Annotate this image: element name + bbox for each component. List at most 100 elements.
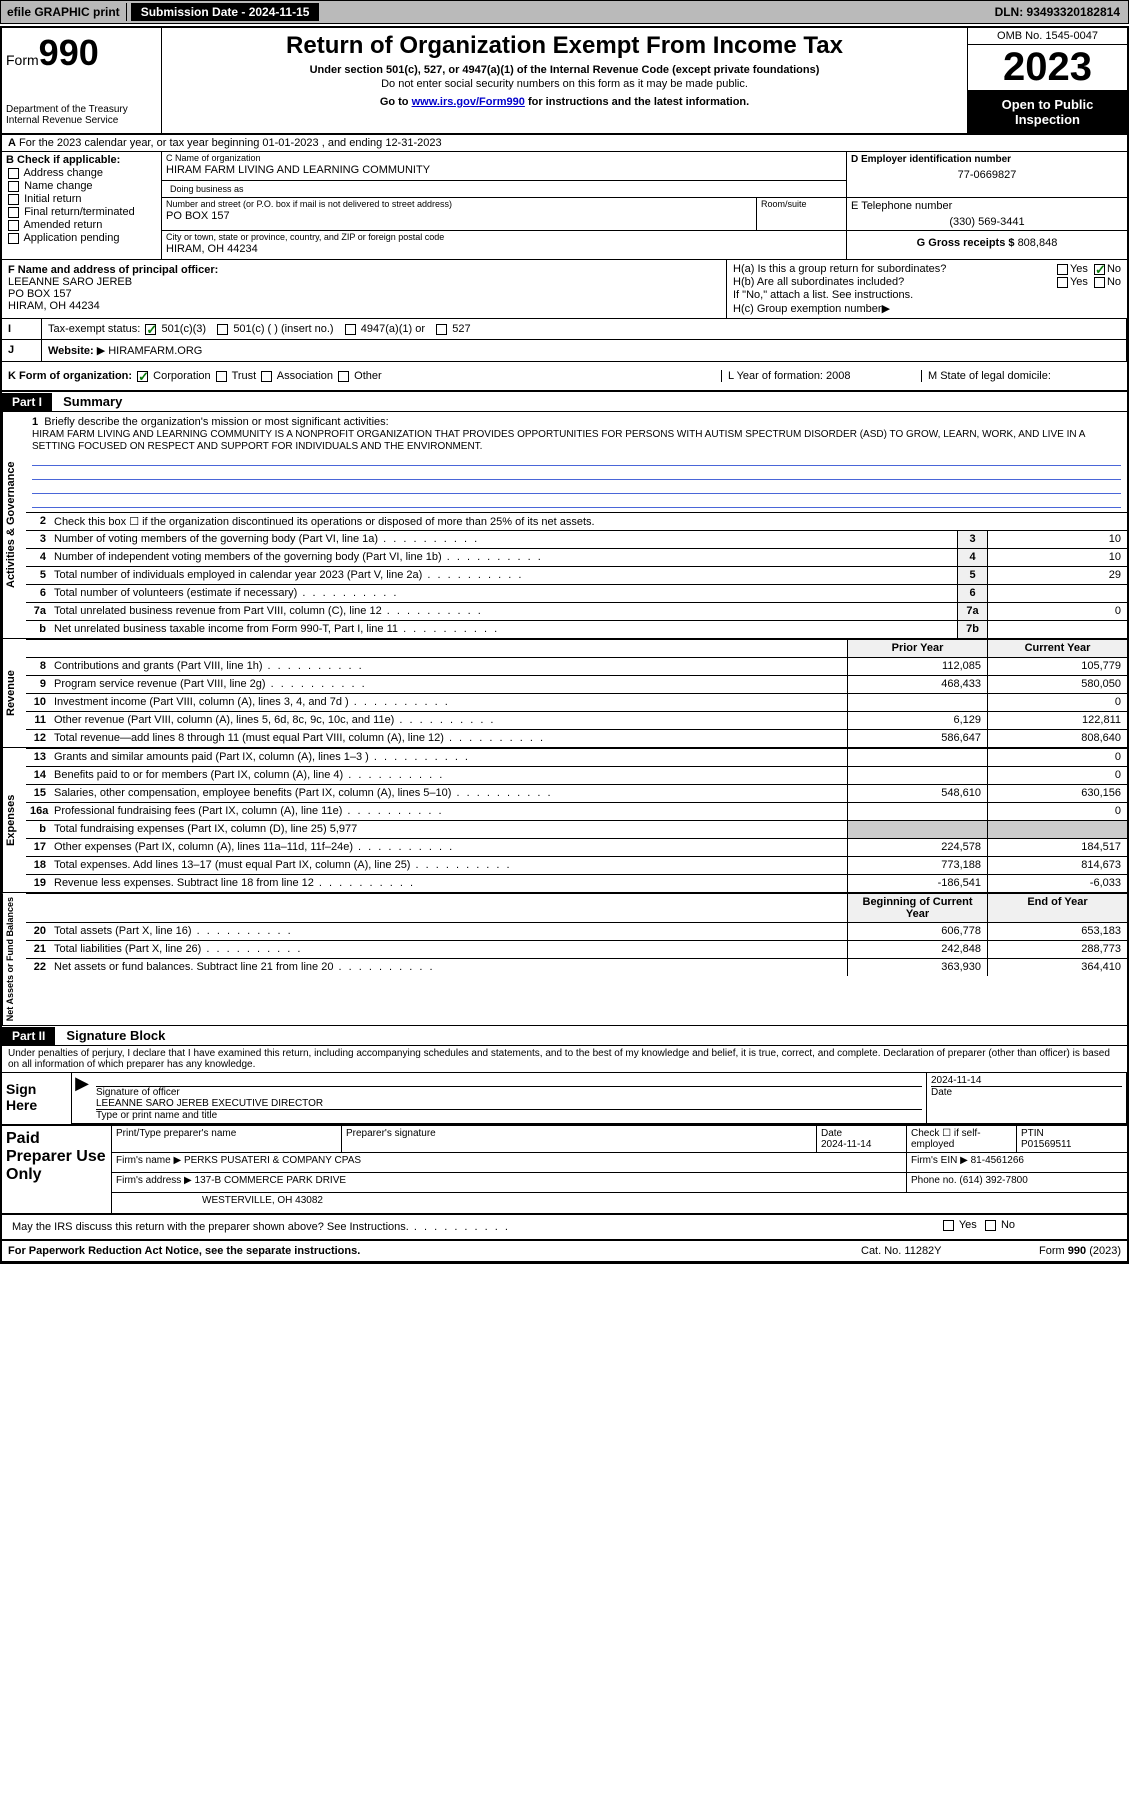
- col-h: H(a) Is this a group return for subordin…: [727, 260, 1127, 318]
- mission-block: 1 Briefly describe the organization's mi…: [26, 412, 1127, 512]
- chk-pending[interactable]: Application pending: [6, 232, 157, 244]
- state-domicile: M State of legal domicile:: [921, 370, 1121, 382]
- part1-title: Summary: [55, 392, 130, 411]
- chk-other[interactable]: [338, 371, 349, 382]
- tax-year: 2023: [968, 45, 1127, 91]
- mission-label: Briefly describe the organization's miss…: [44, 416, 388, 428]
- chk-final[interactable]: Final return/terminated: [6, 206, 157, 218]
- cat-no: Cat. No. 11282Y: [861, 1245, 981, 1257]
- firm-label: Firm's name: [116, 1155, 173, 1166]
- data-row: 17Other expenses (Part IX, column (A), l…: [26, 838, 1127, 856]
- part2-title: Signature Block: [58, 1026, 173, 1045]
- gov-row: bNet unrelated business taxable income f…: [26, 620, 1127, 638]
- firm-ph: (614) 392-7800: [959, 1175, 1027, 1186]
- form-num: 990: [39, 32, 99, 73]
- form-number: Form990: [6, 32, 157, 74]
- end-year-label: End of Year: [987, 894, 1127, 922]
- data-row: 16aProfessional fundraising fees (Part I…: [26, 802, 1127, 820]
- rev-header: Prior Year Current Year: [26, 639, 1127, 657]
- vtab-expenses: Expenses: [2, 748, 26, 892]
- addr-label: Number and street (or P.O. box if mail i…: [162, 198, 756, 210]
- tel: (330) 569-3441: [851, 216, 1123, 228]
- omb-number: OMB No. 1545-0047: [968, 28, 1127, 45]
- gov-row: 3Number of voting members of the governi…: [26, 530, 1127, 548]
- gov-row: 5Total number of individuals employed in…: [26, 566, 1127, 584]
- sig-label: Signature of officer: [96, 1087, 180, 1098]
- chk-name[interactable]: Name change: [6, 180, 157, 192]
- discuss-text: May the IRS discuss this return with the…: [8, 1219, 941, 1235]
- mission-text: HIRAM FARM LIVING AND LEARNING COMMUNITY…: [32, 429, 1085, 452]
- data-row: 18Total expenses. Add lines 13–17 (must …: [26, 856, 1127, 874]
- submission-date-btn[interactable]: Submission Date - 2024-11-15: [131, 3, 320, 21]
- net-header: Beginning of Current Year End of Year: [26, 893, 1127, 922]
- vtab-revenue: Revenue: [2, 639, 26, 747]
- chk-4947[interactable]: [345, 324, 356, 335]
- part2-header: Part II Signature Block: [2, 1026, 1127, 1046]
- line2-text: Check this box ☐ if the organization dis…: [50, 513, 1127, 530]
- data-row: 8Contributions and grants (Part VIII, li…: [26, 657, 1127, 675]
- goto-link[interactable]: www.irs.gov/Form990: [412, 96, 525, 108]
- gross: 808,848: [1018, 237, 1058, 249]
- tel-label: E Telephone number: [851, 200, 1123, 212]
- mission-num: 1: [32, 416, 38, 428]
- chk-address[interactable]: Address change: [6, 167, 157, 179]
- firm-name: PERKS PUSATERI & COMPANY CPAS: [184, 1155, 361, 1166]
- data-row: 15Salaries, other compensation, employee…: [26, 784, 1127, 802]
- goto-pre: Go to: [380, 96, 412, 108]
- firm-addr2: WESTERVILLE, OH 43082: [112, 1193, 1127, 1213]
- prep-name-label: Print/Type preparer's name: [112, 1126, 342, 1152]
- dln: DLN: 93493320182814: [987, 3, 1128, 21]
- section-fh: F Name and address of principal officer:…: [2, 260, 1127, 319]
- ha-no[interactable]: No: [1092, 263, 1121, 275]
- begin-year-label: Beginning of Current Year: [847, 894, 987, 922]
- chk-corp[interactable]: [137, 371, 148, 382]
- chk-assoc[interactable]: [261, 371, 272, 382]
- data-row: bTotal fundraising expenses (Part IX, co…: [26, 820, 1127, 838]
- form-org-label: K Form of organization:: [8, 370, 132, 382]
- ha-label: H(a) Is this a group return for subordin…: [733, 263, 1051, 275]
- website-label: Website:: [48, 345, 97, 357]
- chk-527[interactable]: [436, 324, 447, 335]
- firm-ein: 81-4561266: [971, 1155, 1024, 1166]
- form-990: Form990 Department of the Treasury Inter…: [0, 26, 1129, 1264]
- dept-label: Department of the Treasury Internal Reve…: [6, 104, 157, 126]
- officer-city: HIRAM, OH 44234: [8, 300, 100, 312]
- gross-block: G Gross receipts $ 808,848: [847, 231, 1127, 259]
- discuss-no[interactable]: [985, 1220, 996, 1231]
- officer-name: LEEANNE SARO JEREB: [8, 276, 132, 288]
- chk-501c3[interactable]: [145, 324, 156, 335]
- tax-status-label: Tax-exempt status:: [48, 323, 140, 335]
- ein-label: D Employer identification number: [847, 152, 1127, 167]
- form-subtitle2: Do not enter social security numbers on …: [170, 78, 959, 90]
- activities-governance: Activities & Governance 1 Briefly descri…: [2, 412, 1127, 639]
- data-row: 21Total liabilities (Part X, line 26)242…: [26, 940, 1127, 958]
- sig-date: 2024-11-14: [931, 1075, 1122, 1087]
- discuss-yes[interactable]: [943, 1220, 954, 1231]
- chk-501c[interactable]: [217, 324, 228, 335]
- hb2-text: If "No," attach a list. See instructions…: [733, 289, 913, 301]
- city-label: City or town, state or province, country…: [162, 231, 846, 243]
- prior-year-label: Prior Year: [847, 640, 987, 657]
- hb-yes[interactable]: Yes: [1055, 276, 1088, 288]
- org-name-block: C Name of organization HIRAM FARM LIVING…: [162, 152, 847, 197]
- form-header: Form990 Department of the Treasury Inter…: [2, 28, 1127, 135]
- chk-initial[interactable]: Initial return: [6, 193, 157, 205]
- arrow-icon: ▶: [72, 1073, 92, 1123]
- prep-self-emp[interactable]: Check ☐ if self-employed: [907, 1126, 1017, 1152]
- ha-yes[interactable]: Yes: [1055, 263, 1088, 275]
- data-row: 10Investment income (Part VIII, column (…: [26, 693, 1127, 711]
- officer-addr: PO BOX 157: [8, 288, 72, 300]
- sign-here-label: Sign Here: [2, 1073, 72, 1124]
- goto-line: Go to www.irs.gov/Form990 for instructio…: [170, 96, 959, 108]
- suite-label: Room/suite: [757, 198, 847, 230]
- header-right: OMB No. 1545-0047 2023 Open to Public In…: [967, 28, 1127, 133]
- chk-trust[interactable]: [216, 371, 227, 382]
- vtab-net: Net Assets or Fund Balances: [2, 893, 26, 1025]
- form-label: Form: [6, 52, 39, 68]
- data-row: 9Program service revenue (Part VIII, lin…: [26, 675, 1127, 693]
- ein: 77-0669827: [847, 167, 1127, 187]
- chk-amended[interactable]: Amended return: [6, 219, 157, 231]
- hb-no[interactable]: No: [1092, 276, 1121, 288]
- data-row: 22Net assets or fund balances. Subtract …: [26, 958, 1127, 976]
- form-title: Return of Organization Exempt From Incom…: [170, 32, 959, 60]
